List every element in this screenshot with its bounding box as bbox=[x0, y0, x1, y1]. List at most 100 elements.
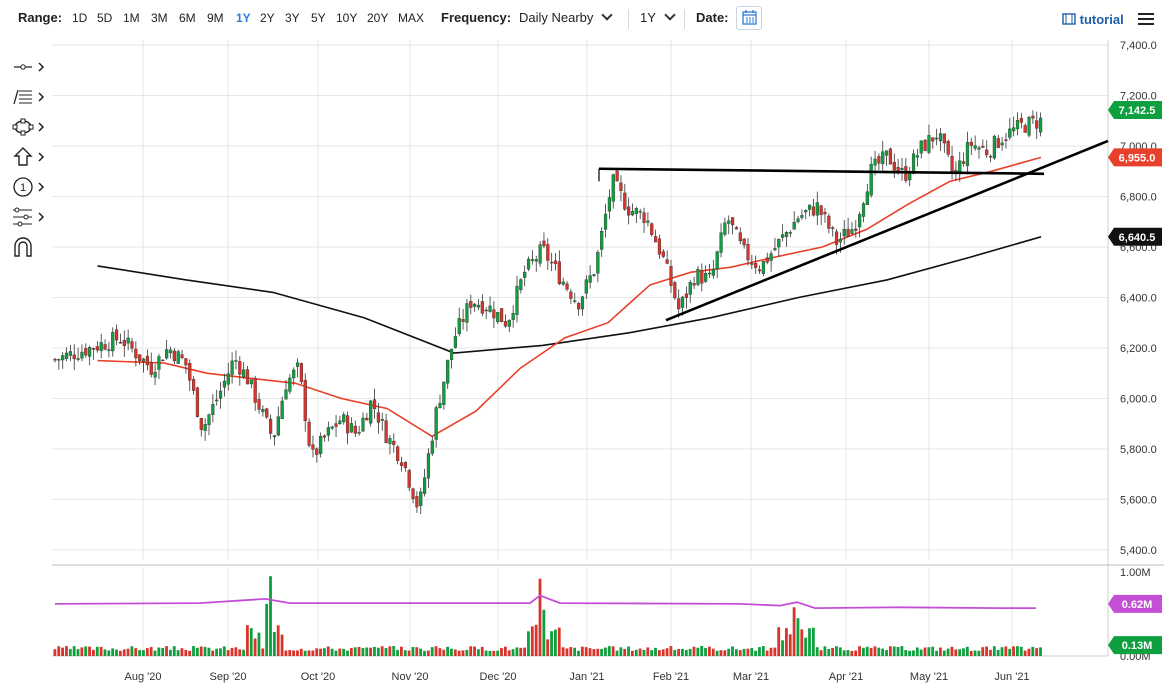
range-1m[interactable]: 1M bbox=[123, 11, 140, 25]
range-9m[interactable]: 9M bbox=[207, 11, 224, 25]
candlestick-series bbox=[53, 110, 1043, 515]
volume-bar bbox=[854, 650, 858, 656]
volume-bar bbox=[850, 650, 854, 656]
candle-up bbox=[596, 252, 600, 274]
candle-down bbox=[988, 155, 993, 158]
volume-bar bbox=[1023, 650, 1027, 656]
volume-bar bbox=[1008, 648, 1012, 656]
volume-bar bbox=[677, 649, 680, 656]
range-1y[interactable]: 1Y bbox=[236, 11, 251, 25]
drawn-trendlines[interactable] bbox=[598, 139, 1109, 322]
candle-down bbox=[996, 138, 1000, 148]
candle-up bbox=[561, 281, 565, 285]
range-5d[interactable]: 5D bbox=[97, 11, 113, 25]
arrow-tool[interactable] bbox=[10, 144, 50, 170]
y-tick-label: 6,800.0 bbox=[1120, 192, 1157, 204]
horizontal-resistance-line bbox=[598, 167, 1045, 176]
candle-up bbox=[88, 347, 92, 357]
candle-down bbox=[892, 161, 896, 171]
candle-down bbox=[122, 340, 126, 347]
volume-bar bbox=[257, 632, 261, 656]
fibonacci-tool[interactable] bbox=[10, 84, 50, 110]
crosshair-tool[interactable] bbox=[10, 54, 50, 80]
toolbar: Range: 1D 5D 1M 3M 6M 9M 1Y 2Y 3Y 5Y 10Y… bbox=[0, 0, 1164, 38]
magnet-tool[interactable] bbox=[10, 234, 50, 260]
hamburger-menu-icon[interactable] bbox=[1138, 13, 1154, 26]
toolbar-divider bbox=[628, 9, 629, 29]
volume-bar bbox=[985, 646, 988, 656]
candle-down bbox=[118, 341, 123, 344]
candle-up bbox=[715, 251, 719, 270]
volume-bar bbox=[542, 609, 546, 656]
volume-bar bbox=[211, 650, 215, 656]
volume-bar bbox=[65, 646, 68, 656]
candle-down bbox=[834, 231, 839, 245]
volume-bar bbox=[1031, 646, 1035, 656]
last-price-badge: 7,142.5 bbox=[1108, 101, 1162, 120]
x-tick-label: Sep '20 bbox=[210, 671, 247, 683]
volume-bar bbox=[323, 648, 326, 656]
candle-down bbox=[765, 257, 769, 263]
volume-bar bbox=[627, 646, 630, 656]
volume-bar bbox=[477, 649, 480, 656]
arrow-tool-icon bbox=[13, 147, 45, 166]
volume-bar bbox=[927, 647, 931, 656]
candle-down bbox=[396, 446, 400, 461]
candle-up bbox=[881, 151, 885, 165]
fibonacci-tool-icon bbox=[13, 89, 45, 105]
range-6m[interactable]: 6M bbox=[179, 11, 196, 25]
volume-bar bbox=[846, 650, 850, 656]
annotation-tool[interactable]: 1 bbox=[10, 174, 50, 200]
volume-bar bbox=[511, 649, 515, 656]
volume-bar bbox=[307, 650, 311, 656]
volume-bar bbox=[80, 647, 84, 656]
volume-bar bbox=[969, 650, 973, 656]
volume-bar bbox=[465, 649, 469, 656]
tutorial-link[interactable]: tutorial bbox=[1062, 12, 1124, 27]
volume-bar bbox=[646, 647, 650, 656]
candle-up bbox=[342, 414, 346, 423]
annotation-number-label: 1 bbox=[20, 182, 26, 194]
candle-down bbox=[245, 369, 250, 385]
candle-up bbox=[292, 369, 296, 379]
shapes-tool-icon bbox=[12, 118, 45, 136]
volume-bar bbox=[180, 648, 184, 656]
range-5y[interactable]: 5Y bbox=[311, 11, 326, 25]
candle-up bbox=[688, 281, 692, 295]
volume-bar bbox=[253, 638, 257, 656]
candle-up bbox=[68, 351, 72, 356]
range-20y[interactable]: 20Y bbox=[367, 11, 389, 25]
candle-down bbox=[623, 192, 627, 210]
candle-down bbox=[195, 387, 200, 417]
volume-bar bbox=[438, 648, 442, 656]
candle-up bbox=[638, 210, 642, 213]
volume-bar bbox=[838, 647, 842, 656]
volume-bar bbox=[665, 648, 669, 656]
range-max[interactable]: MAX bbox=[398, 11, 425, 25]
volume-bar bbox=[765, 650, 769, 656]
candle-up bbox=[588, 275, 592, 283]
range-3y[interactable]: 3Y bbox=[285, 11, 300, 25]
range-10y[interactable]: 10Y bbox=[336, 11, 358, 25]
shapes-tool[interactable] bbox=[10, 114, 50, 140]
candle-down bbox=[72, 354, 76, 360]
range-3m[interactable]: 3M bbox=[151, 11, 168, 25]
pattern-tool[interactable] bbox=[10, 204, 50, 230]
frequency-select[interactable]: Daily Nearby bbox=[519, 9, 614, 25]
volume-bar bbox=[592, 649, 596, 656]
period-select[interactable]: 1Y bbox=[640, 9, 676, 25]
volume-bar bbox=[584, 647, 588, 656]
range-1d[interactable]: 1D bbox=[72, 11, 88, 25]
volume-bar bbox=[638, 648, 642, 656]
volume-bar bbox=[153, 650, 157, 656]
calendar-button[interactable] bbox=[736, 6, 762, 30]
candle-down bbox=[677, 298, 681, 310]
annotation-number-icon: 1 bbox=[13, 177, 45, 197]
candle-up bbox=[126, 337, 130, 344]
candle-down bbox=[665, 259, 669, 264]
volume-bar bbox=[338, 648, 342, 656]
candle-down bbox=[669, 266, 673, 286]
range-2y[interactable]: 2Y bbox=[260, 11, 275, 25]
candle-up bbox=[580, 296, 585, 310]
